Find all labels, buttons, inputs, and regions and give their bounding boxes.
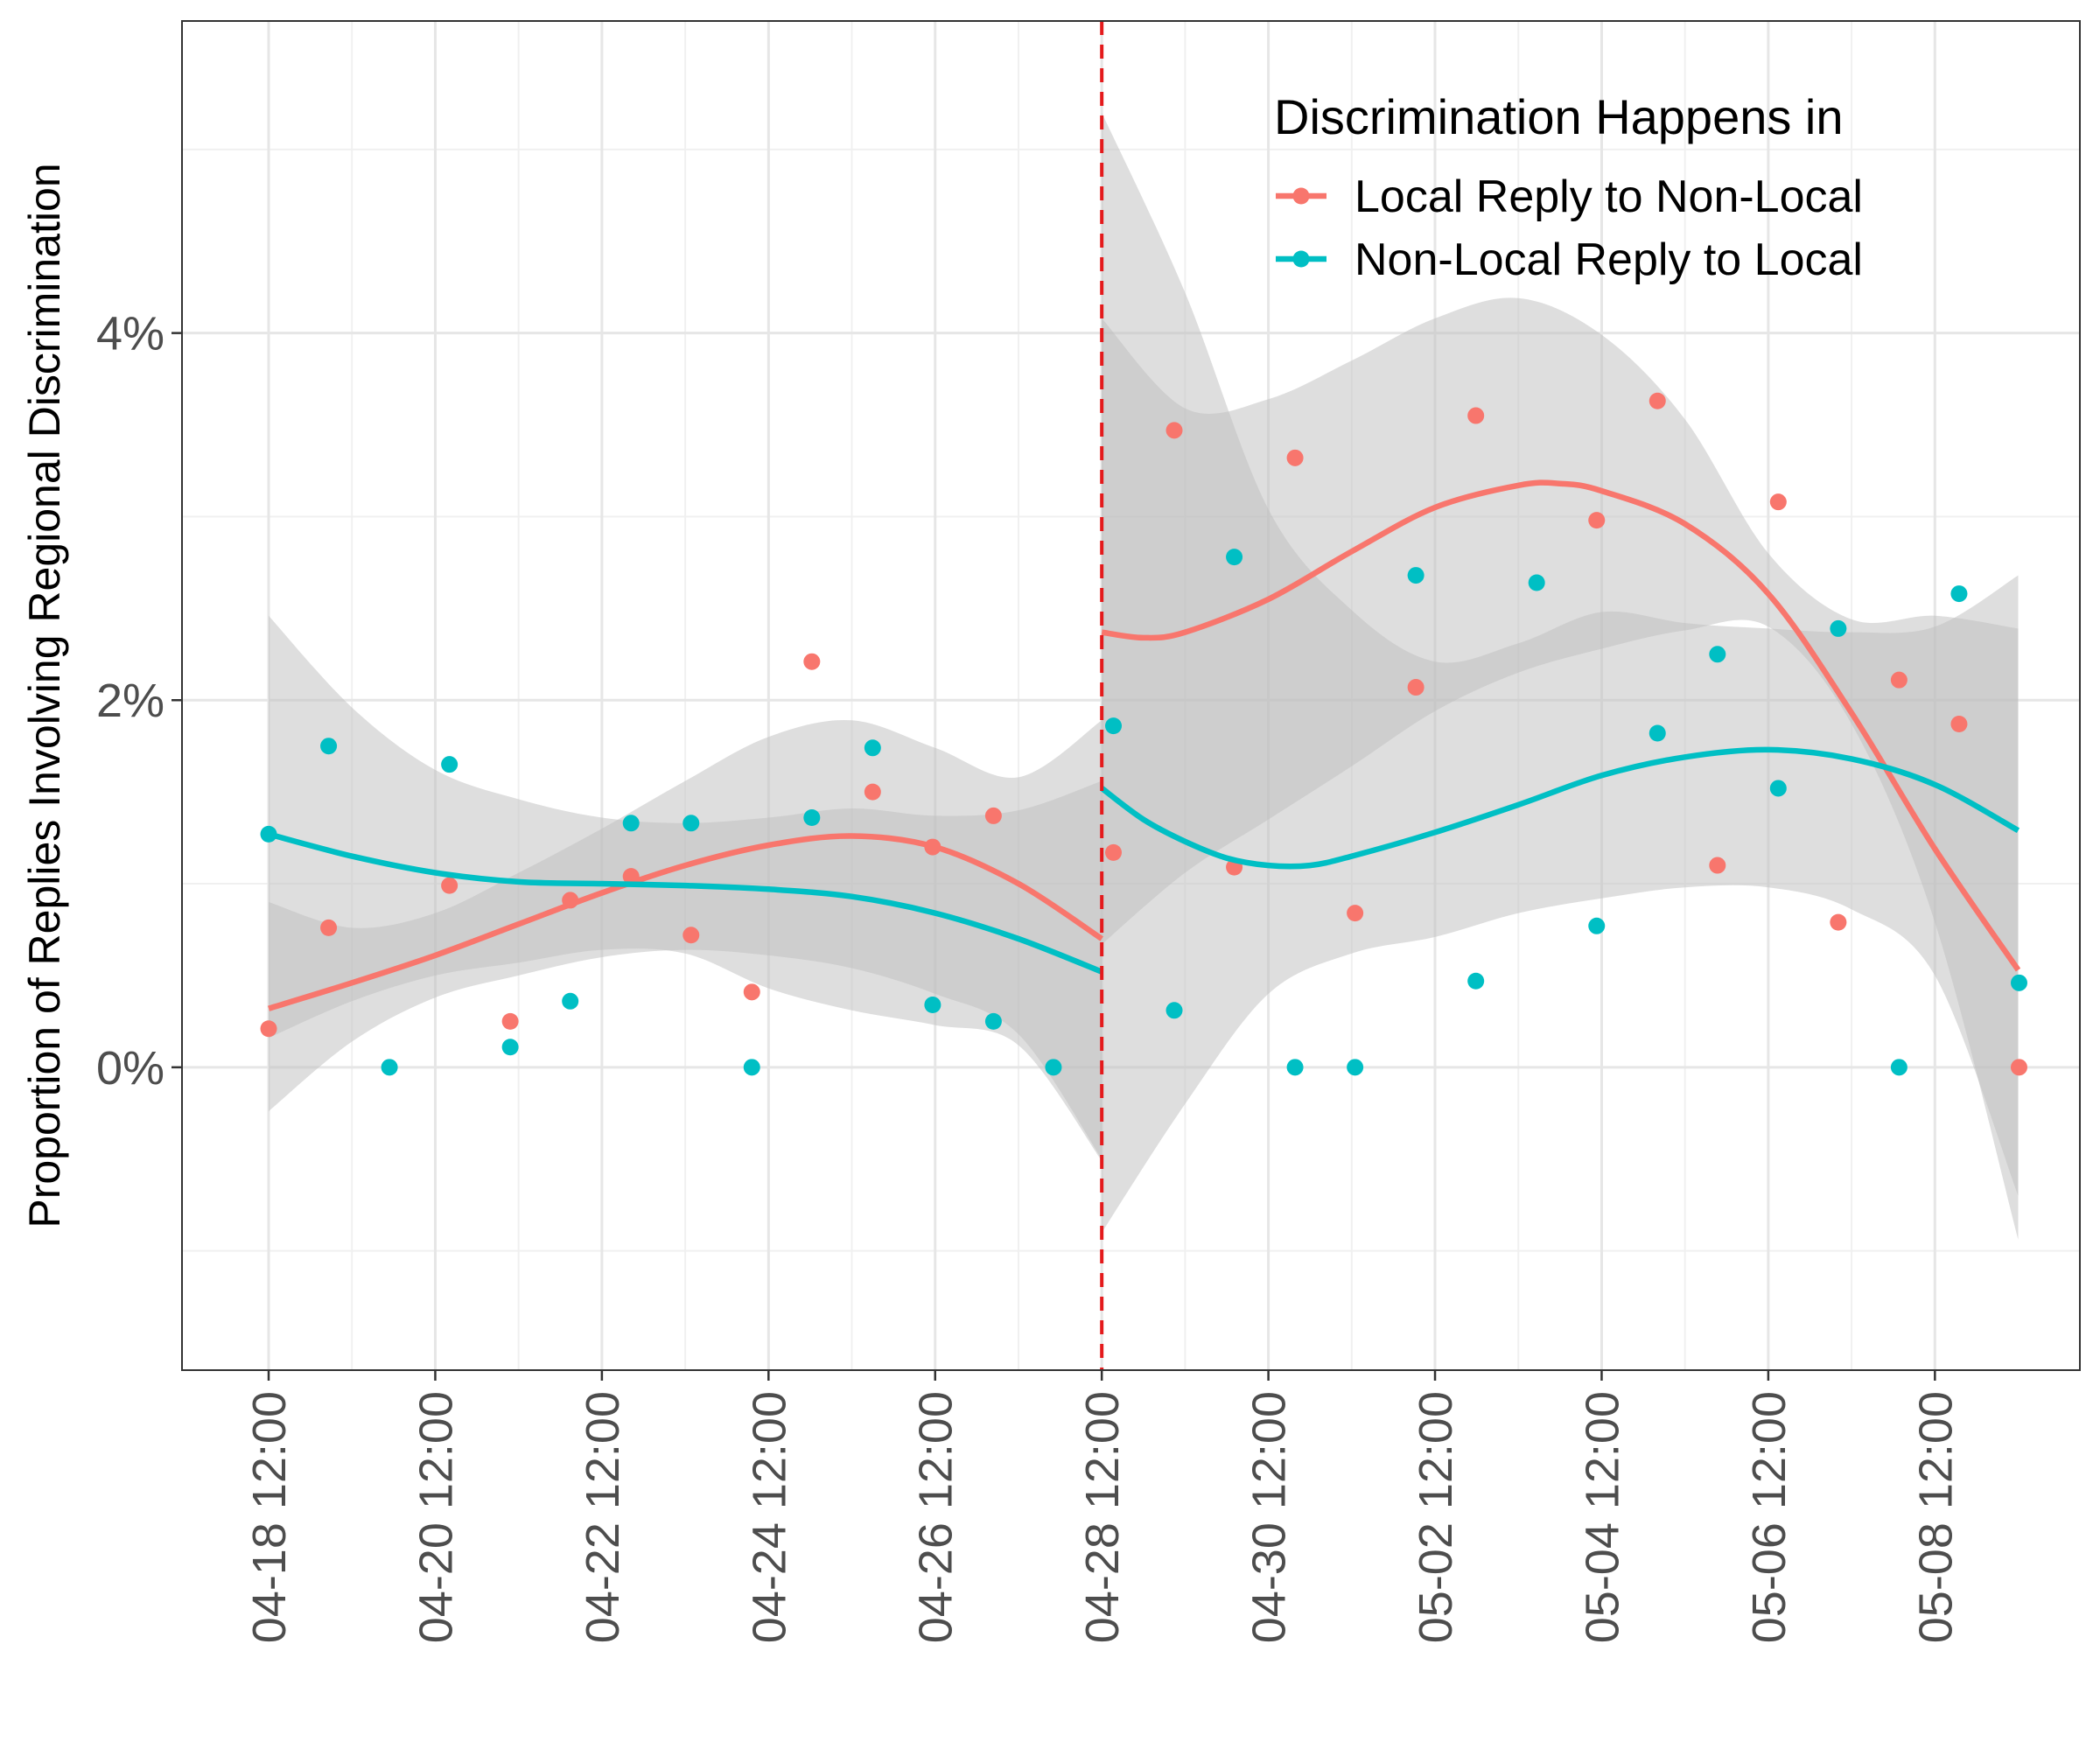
- nonlocal-point: [320, 738, 338, 755]
- x-tick-label: 04-22 12:00: [577, 1391, 629, 1643]
- local-point: [260, 1020, 277, 1038]
- local-point: [1286, 449, 1304, 466]
- legend-title: Discrimination Happens in: [1274, 89, 1844, 144]
- local-point: [1769, 493, 1787, 511]
- x-tick-label: 04-28 12:00: [1076, 1391, 1129, 1643]
- local-point: [320, 919, 338, 936]
- nonlocal-point: [1528, 574, 1545, 591]
- nonlocal-point: [803, 809, 821, 827]
- y-axis-label: Proportion of Replies Involving Regional…: [20, 163, 69, 1228]
- local-point: [864, 783, 881, 801]
- local-point: [1347, 905, 1364, 922]
- nonlocal-point: [381, 1059, 398, 1076]
- nonlocal-point: [1648, 724, 1666, 742]
- x-tick-label: 05-06 12:00: [1743, 1391, 1796, 1643]
- legend-entry-label: Local Reply to Non-Local: [1354, 171, 1863, 222]
- local-point: [1588, 512, 1606, 529]
- nonlocal-point: [743, 1059, 760, 1076]
- nonlocal-point: [441, 756, 458, 773]
- x-tick-label: 04-30 12:00: [1243, 1391, 1296, 1643]
- nonlocal-point: [1830, 619, 1847, 637]
- nonlocal-point: [1890, 1059, 1908, 1076]
- local-point: [1166, 422, 1183, 439]
- x-tick-label: 05-02 12:00: [1410, 1391, 1462, 1643]
- nonlocal-point: [501, 1039, 519, 1056]
- x-tick-label: 04-20 12:00: [410, 1391, 462, 1643]
- local-point: [501, 1012, 519, 1030]
- y-tick-label: 2%: [96, 675, 164, 727]
- local-point: [1467, 407, 1485, 424]
- local-point: [441, 877, 458, 894]
- nonlocal-point: [1347, 1059, 1364, 1076]
- nonlocal-point: [1709, 646, 1726, 663]
- y-tick-label: 4%: [96, 308, 164, 360]
- nonlocal-point: [1950, 585, 1968, 603]
- local-point: [984, 807, 1002, 824]
- local-fit-line-0: [268, 833, 1103, 1011]
- nonlocal-point: [1407, 567, 1424, 584]
- legend-key-point: [1292, 187, 1310, 205]
- local-point: [1890, 671, 1908, 689]
- nonlocal-point: [1226, 549, 1243, 566]
- x-tick-label: 05-04 12:00: [1576, 1391, 1628, 1643]
- legend-key-point: [1292, 250, 1310, 268]
- nonlocal-point: [864, 739, 881, 757]
- nonlocal-point: [1105, 717, 1123, 735]
- nonlocal-point: [2010, 974, 2027, 991]
- nonlocal-point: [562, 992, 579, 1010]
- confidence-ribbon-1-1: [1102, 112, 2019, 1233]
- nonlocal-point: [924, 997, 942, 1014]
- axes: 0% 2% 4% 04-18 12:00 04-20 12:00 04-22 12:00 0…: [96, 308, 1962, 1644]
- nonlocal-fit-line-0: [268, 831, 1103, 975]
- x-tick-label: 04-24 12:00: [743, 1391, 795, 1643]
- local-point: [1407, 679, 1424, 696]
- fit-lines: [268, 479, 2021, 1011]
- nonlocal-point: [1166, 1002, 1183, 1019]
- nonlocal-point: [622, 815, 640, 832]
- nonlocal-fit-line-1: [1100, 746, 2020, 870]
- local-point: [1648, 392, 1666, 409]
- local-point: [803, 653, 821, 670]
- data-points: [260, 392, 2027, 1076]
- nonlocal-point: [1588, 917, 1606, 934]
- nonlocal-point: [682, 815, 700, 832]
- nonlocal-point: [1467, 972, 1485, 990]
- y-tick-label: 0%: [96, 1042, 164, 1095]
- nonlocal-point: [1769, 780, 1787, 797]
- x-tick-label: 04-18 12:00: [243, 1391, 296, 1643]
- local-fit-line-1: [1101, 479, 2021, 972]
- local-point: [2010, 1059, 2027, 1076]
- legend-entries: Local Reply to Non-Local Non-Local Reply …: [1276, 171, 1863, 285]
- legend-entry-label: Non-Local Reply to Local: [1354, 234, 1863, 285]
- confidence-ribbon-0-1: [1102, 297, 2019, 1241]
- x-tick-label: 04-26 12:00: [910, 1391, 962, 1643]
- local-point: [1105, 843, 1123, 861]
- x-tick-label: 05-08 12:00: [1909, 1391, 1962, 1643]
- local-point: [1950, 716, 1968, 733]
- local-point: [682, 927, 700, 944]
- nonlocal-point: [984, 1012, 1002, 1030]
- legend: Discrimination Happens in Local Reply to…: [1274, 89, 1863, 285]
- nonlocal-point: [1045, 1059, 1062, 1076]
- local-point: [1709, 857, 1726, 874]
- local-point: [743, 983, 760, 1001]
- nonlocal-point: [1286, 1059, 1304, 1076]
- local-point: [1830, 913, 1847, 931]
- plot-panel-border: [181, 20, 2081, 1371]
